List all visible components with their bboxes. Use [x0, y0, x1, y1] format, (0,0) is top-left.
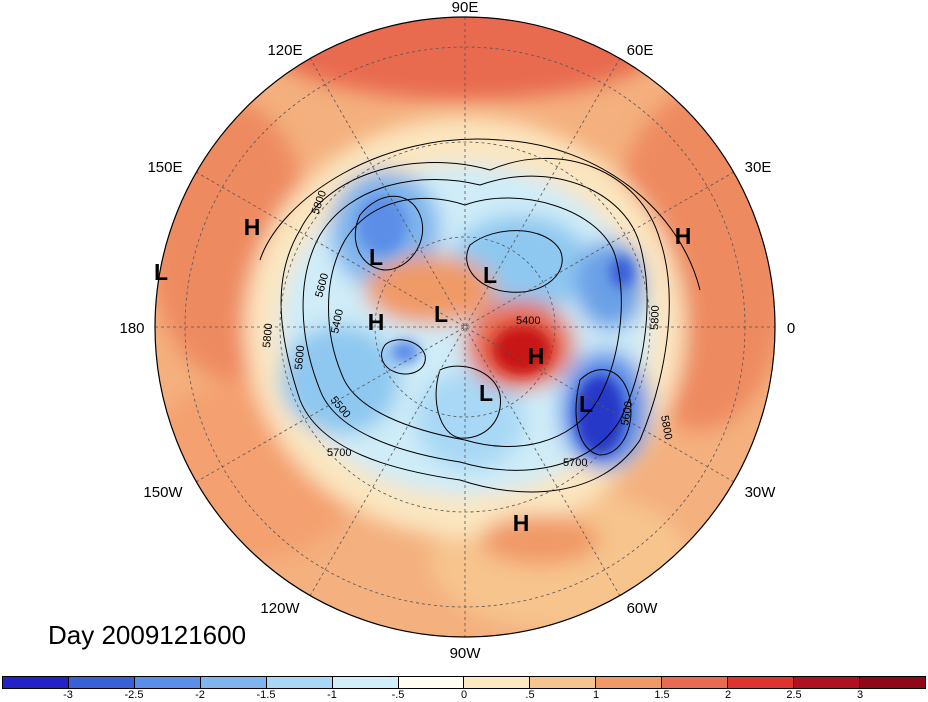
colorbar-tick-label: 3: [856, 689, 864, 701]
lon-label-30e: 30E: [745, 159, 772, 176]
colorbar-swatch: [464, 677, 531, 688]
colorbar: [2, 676, 926, 689]
colorbar-tick-label: 1.5: [654, 689, 670, 701]
colorbar-tick-label: 1: [592, 689, 600, 701]
high-marker: H: [675, 223, 692, 249]
colorbar-tick-label: .5: [525, 689, 535, 701]
colorbar-swatch: [596, 677, 663, 688]
colorbar-swatch: [200, 677, 267, 688]
colorbar-swatch: [859, 677, 925, 688]
colorbar-swatch: [332, 677, 399, 688]
colorbar-tick-label: 2.5: [786, 689, 802, 701]
low-marker: L: [479, 380, 493, 406]
lon-label-30w: 30W: [745, 484, 777, 501]
contour-label: 5600: [619, 400, 635, 426]
lon-label-120w: 120W: [260, 600, 300, 617]
high-marker: H: [513, 510, 530, 536]
colorbar-tick-label: 2: [724, 689, 732, 701]
low-marker: L: [579, 391, 593, 417]
colorbar-swatch: [398, 677, 465, 688]
high-marker: H: [244, 214, 261, 240]
contour-label: 5400: [329, 308, 346, 334]
high-marker: H: [528, 343, 545, 369]
low-marker: L: [434, 301, 448, 327]
lon-label-150e: 150E: [147, 159, 182, 176]
polar-map: 90E 60E 30E 0 30W 60W 90W 120W 150W 180 …: [119, 0, 795, 662]
contour-label: 5800: [261, 323, 275, 348]
contour-label: 5700: [563, 457, 587, 469]
colorbar-tick-label: -3: [63, 689, 73, 701]
lon-label-150w: 150W: [143, 484, 183, 501]
contour-label: 5600: [293, 345, 307, 370]
contour-label: 5700: [327, 447, 351, 459]
colorbar-swatch: [530, 677, 597, 688]
lon-label-90w: 90W: [450, 645, 482, 662]
pressure-systems: H L L H L H L L H L L H H: [154, 214, 692, 536]
colorbar-tick-label: -1.5: [256, 689, 276, 701]
low-marker: L: [154, 259, 168, 285]
lon-label-120e: 120E: [267, 42, 302, 59]
colorbar-swatch: [134, 677, 201, 688]
date-label: Day 2009121600: [48, 620, 247, 650]
height-contours: [259, 138, 701, 493]
colorbar-swatch: [3, 677, 69, 688]
low-marker: L: [483, 262, 497, 288]
colorbar-swatch: [794, 677, 860, 688]
colorbar-tick-label: -2.5: [124, 689, 144, 701]
lon-label-90e: 90E: [452, 0, 479, 16]
lon-label-60e: 60E: [627, 42, 654, 59]
colorbar-swatch: [68, 677, 135, 688]
colorbar-swatch: [728, 677, 795, 688]
contour-label: 5800: [649, 305, 662, 330]
colorbar-tick-label: -.5: [391, 689, 405, 701]
longitude-labels: 90E 60E 30E 0 30W 60W 90W 120W 150W 180 …: [119, 0, 795, 662]
contour-label: 5400: [516, 315, 540, 327]
map-border: [154, 16, 776, 638]
lon-label-0: 0: [787, 320, 795, 337]
low-marker: L: [369, 244, 383, 270]
colorbar-swatch: [266, 677, 333, 688]
lon-label-60w: 60W: [627, 600, 659, 617]
colorbar-tick-label: -2: [195, 689, 205, 701]
high-marker: H: [368, 309, 385, 335]
colorbar-swatch: [662, 677, 729, 688]
contour-label: 5800: [658, 414, 674, 440]
colorbar-tick-label: 0: [460, 689, 468, 701]
colorbar-labels: -3 -2.5 -2 -1.5 -1 -.5 0 .5 1 1.5 2 2.5 3: [2, 689, 926, 702]
graticule: [155, 17, 775, 637]
lon-label-180: 180: [119, 320, 144, 337]
anomaly-field: [155, 17, 775, 637]
colorbar-tick-label: -1: [327, 689, 337, 701]
